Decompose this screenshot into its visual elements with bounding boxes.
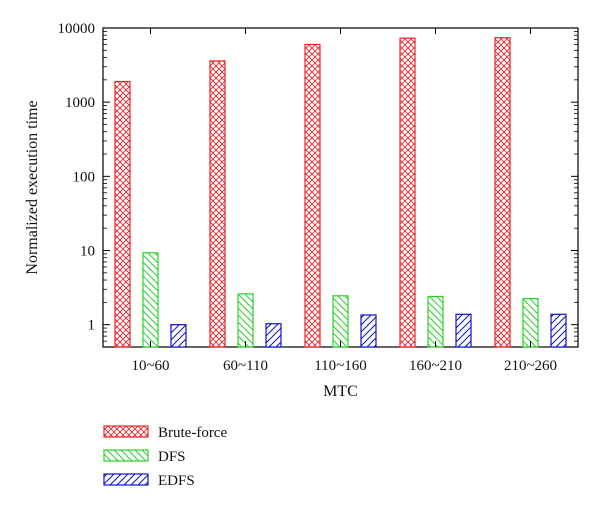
x-axis-title: MTC — [323, 383, 358, 400]
legend-swatch — [103, 425, 149, 438]
legend-swatch — [103, 473, 149, 486]
y-tick-label: 1 — [88, 318, 96, 334]
legend-label: EDFS — [158, 473, 195, 489]
legend-swatch — [103, 449, 149, 462]
x-tick-label: 10~60 — [131, 358, 169, 374]
y-tick-label: 10000 — [58, 21, 96, 37]
x-tick-label: 210~260 — [504, 358, 557, 374]
bar-brute-force — [114, 80, 131, 348]
bar-dfs — [237, 293, 254, 348]
bar-brute-force — [209, 60, 226, 348]
bar-brute-force — [399, 37, 416, 348]
y-axis-title: Normalized execution time — [24, 100, 41, 274]
x-tick-label: 60~110 — [223, 358, 268, 374]
legend: Brute-force DFS EDFS — [103, 425, 227, 489]
bars — [114, 37, 567, 348]
y-tick-label: 10 — [80, 244, 95, 260]
legend-label: Brute-force — [158, 425, 227, 441]
x-tick-label: 110~160 — [314, 358, 367, 374]
x-axis: 10~60 60~110 110~160 160~210 210~260 — [131, 28, 557, 374]
bar-brute-force — [304, 43, 321, 348]
y-tick-label: 1000 — [65, 95, 95, 111]
bar-edfs — [360, 314, 377, 348]
x-tick-label: 160~210 — [409, 358, 462, 374]
bar-dfs — [522, 297, 539, 348]
bar-edfs — [265, 323, 282, 348]
bar-brute-force — [494, 37, 511, 348]
bar-dfs — [142, 252, 159, 348]
bar-dfs — [332, 295, 349, 348]
legend-label: DFS — [158, 449, 186, 465]
bar-edfs — [455, 313, 472, 348]
bar-edfs — [170, 324, 187, 348]
bar-dfs — [427, 295, 444, 348]
bar-edfs — [550, 313, 567, 348]
y-tick-label: 100 — [73, 169, 96, 185]
y-axis: 1 10 100 1000 10000 — [58, 21, 578, 348]
